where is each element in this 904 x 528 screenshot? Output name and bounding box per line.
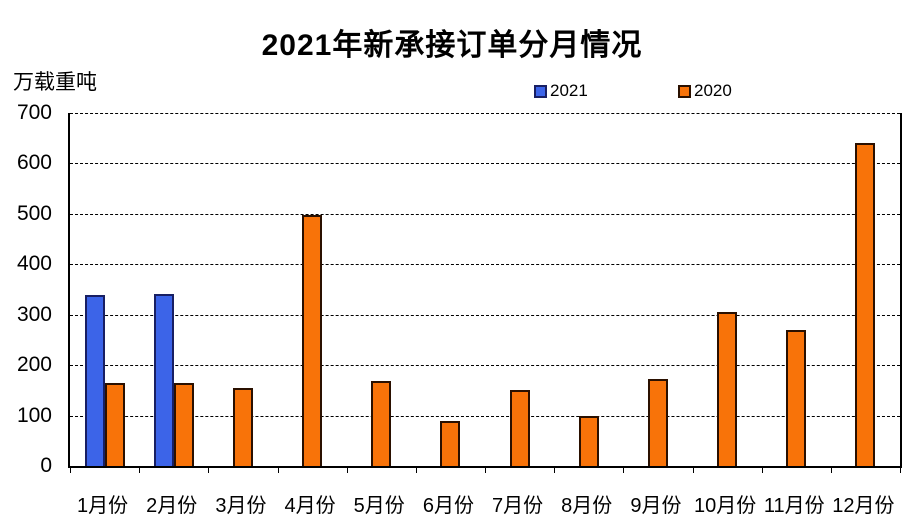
legend-swatch-2021 xyxy=(534,84,547,98)
x-axis-label-1月份: 1月份 xyxy=(77,495,129,517)
y-axis-tick-label-200: 200 xyxy=(16,353,52,377)
legend-label-2020: 2020 xyxy=(694,81,732,100)
y-axis-tick-label-400: 400 xyxy=(16,252,52,276)
gridline-300 xyxy=(70,314,900,316)
gridline-200 xyxy=(70,365,900,367)
bar-2020-3月份 xyxy=(232,387,253,466)
x-axis-label-2月份: 2月份 xyxy=(146,495,198,517)
x-axis-tick xyxy=(347,468,348,473)
x-axis-label-3月份: 3月份 xyxy=(215,495,267,517)
x-axis-label-10月份: 10月份 xyxy=(693,495,757,517)
legend-item-2021: 2021 xyxy=(534,81,588,101)
x-axis-tick xyxy=(900,468,901,473)
x-axis-label-11月份: 11月份 xyxy=(763,495,825,517)
x-axis-label-4月份: 4月份 xyxy=(284,495,336,517)
legend-swatch-2020 xyxy=(678,84,691,98)
bar-2020-5月份 xyxy=(371,381,392,466)
y-axis-tick-label-700: 700 xyxy=(16,101,52,124)
x-axis-tick xyxy=(554,468,555,473)
y-axis-tick-label-100: 100 xyxy=(16,403,52,427)
legend-item-2020: 2020 xyxy=(678,81,732,101)
gridline-400 xyxy=(70,264,900,266)
bar-2020-9月份 xyxy=(647,379,668,466)
x-axis-tick xyxy=(278,468,279,473)
bar-2020-7月份 xyxy=(509,390,530,466)
bar-2020-10月份 xyxy=(717,312,738,466)
gridline-600 xyxy=(70,163,900,165)
x-axis-tick xyxy=(693,468,694,473)
x-axis-tick xyxy=(831,468,832,473)
y-axis-unit-label: 万载重吨 xyxy=(13,71,97,94)
plot-area xyxy=(68,113,902,473)
gridline-500 xyxy=(70,213,900,215)
x-axis-label-9月份: 9月份 xyxy=(630,495,682,517)
chart-title: 2021年新承接订单分月情况 xyxy=(261,29,643,62)
x-axis-label-6月份: 6月份 xyxy=(422,495,474,517)
x-axis-label-8月份: 8月份 xyxy=(561,495,613,517)
x-axis-tick xyxy=(208,468,209,473)
bar-2021-1月份 xyxy=(84,294,105,466)
x-axis-label-7月份: 7月份 xyxy=(492,495,544,517)
x-axis-tick xyxy=(485,468,486,473)
x-axis-label-12月份: 12月份 xyxy=(832,495,895,517)
bar-2020-8月份 xyxy=(578,415,599,466)
y-axis-tick-label-300: 300 xyxy=(16,302,52,326)
gridline-700 xyxy=(70,113,900,114)
bar-2021-2月份 xyxy=(153,293,174,466)
bar-2020-12月份 xyxy=(855,143,876,466)
y-axis-tick-label-600: 600 xyxy=(16,151,52,175)
gridline-100 xyxy=(70,415,900,417)
x-axis-tick xyxy=(623,468,624,473)
y-axis-tick-label-500: 500 xyxy=(16,201,52,225)
legend-label-2021: 2021 xyxy=(550,81,588,100)
bar-2020-11月份 xyxy=(786,329,807,466)
bar-2020-4月份 xyxy=(302,214,323,466)
x-axis-tick xyxy=(416,468,417,473)
x-axis-label-5月份: 5月份 xyxy=(353,495,405,517)
x-axis-tick xyxy=(70,468,71,473)
bar-2020-1月份 xyxy=(104,382,125,466)
bar-2020-6月份 xyxy=(440,420,461,466)
x-axis-tick xyxy=(139,468,140,473)
y-axis-tick-label-0: 0 xyxy=(40,454,52,477)
bar-2020-2月份 xyxy=(173,382,194,466)
x-axis-tick xyxy=(762,468,763,473)
